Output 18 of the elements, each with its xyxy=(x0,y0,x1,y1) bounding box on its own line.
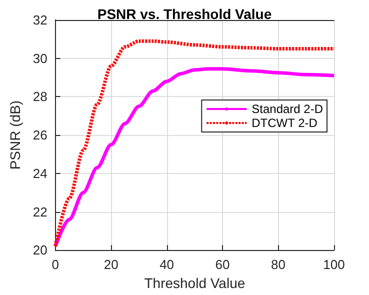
y-tick-label: 20 xyxy=(32,242,48,258)
legend-label: DTCWT 2-D xyxy=(252,116,318,130)
y-tick-label: 24 xyxy=(32,166,48,181)
x-tick-label: 60 xyxy=(215,257,230,272)
x-tick-label: 0 xyxy=(52,257,59,272)
legend-label: Standard 2-D xyxy=(252,102,324,116)
chart-title: PSNR vs. Threshold Value xyxy=(97,6,272,22)
y-tick-label: 30 xyxy=(32,50,48,66)
y-tick-label: 28 xyxy=(32,89,48,104)
y-tick-label: 22 xyxy=(32,204,48,220)
x-tick-label: 100 xyxy=(323,257,345,272)
x-tick-label: 80 xyxy=(271,257,286,272)
y-tick-label: 26 xyxy=(32,128,48,143)
y-tick-label: 32 xyxy=(32,12,48,28)
x-tick-label: 40 xyxy=(160,257,174,272)
x-axis-title: Threshold Value xyxy=(144,275,246,291)
y-axis-title: PSNR (dB) xyxy=(7,100,23,170)
x-tick-label: 20 xyxy=(104,257,118,272)
